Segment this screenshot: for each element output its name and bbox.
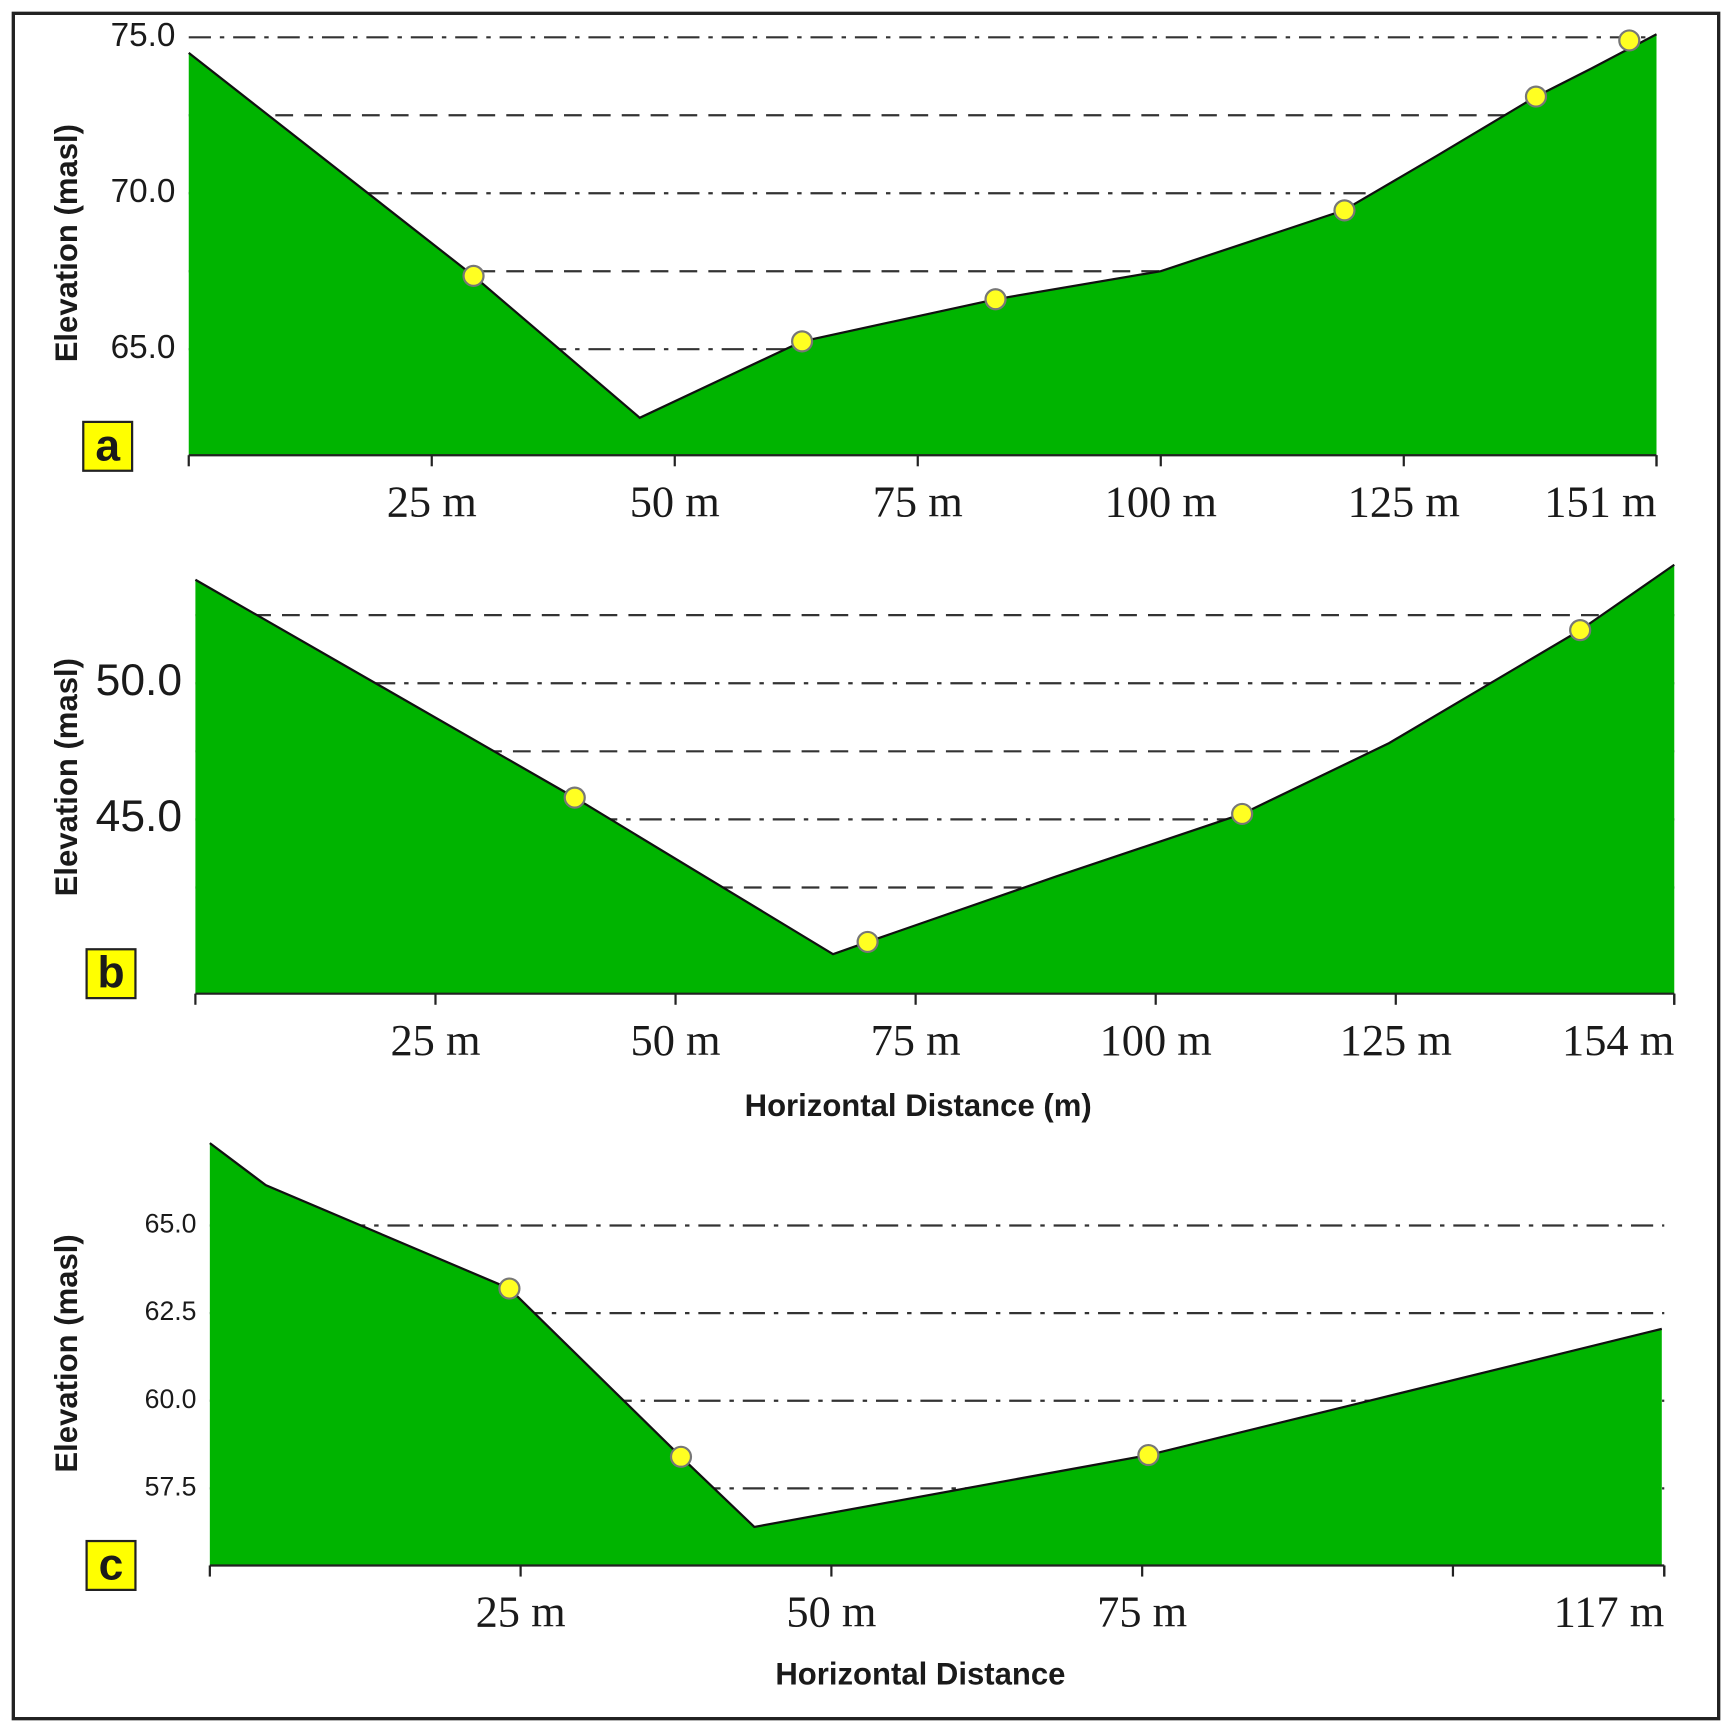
y-tick-label: 50.0 (96, 656, 182, 705)
y-tick-label: 75.0 (111, 17, 176, 54)
survey-point (498, 1277, 521, 1300)
x-tick-label: 50 m (631, 1015, 721, 1065)
survey-point (1231, 802, 1254, 826)
y-tick-label: 45.0 (96, 792, 182, 841)
survey-point (669, 1445, 693, 1468)
y-tick-label: 57.5 (145, 1471, 197, 1501)
survey-point (856, 930, 879, 954)
survey-point (1333, 199, 1356, 222)
x-tick-label: 154 m (1562, 1015, 1674, 1065)
x-tick-label: 75 m (873, 476, 963, 526)
panel-label-box (82, 420, 134, 472)
x-tick-label: 25 m (387, 476, 477, 526)
survey-point (1137, 1443, 1160, 1467)
y-tick-label: 65.0 (145, 1208, 197, 1238)
panel-label: c (99, 1540, 124, 1589)
x-axis-label: Horizontal Distance (m) (745, 1088, 1092, 1123)
panel-label-box (85, 1539, 137, 1591)
y-axis-label: Elevation (masl) (49, 658, 84, 896)
survey-point (1524, 85, 1548, 108)
area-fill (209, 1143, 1662, 1566)
x-tick-label: 117 m (1554, 1587, 1665, 1637)
survey-point (984, 288, 1007, 311)
y-axis-label: Elevation (masl) (49, 124, 84, 362)
y-tick-label: 70.0 (111, 173, 176, 210)
survey-point (1618, 29, 1641, 52)
survey-point (790, 330, 814, 353)
x-tick-label: 75 m (1097, 1587, 1187, 1637)
survey-point (462, 264, 485, 287)
x-tick-label: 125 m (1348, 476, 1460, 526)
x-tick-label: 25 m (390, 1015, 480, 1065)
y-axis-label: Elevation (masl) (49, 1234, 84, 1472)
x-tick-label: 100 m (1100, 1015, 1212, 1065)
y-tick-label: 60.0 (145, 1384, 197, 1414)
x-tick-label: 151 m (1544, 476, 1656, 526)
x-tick-label: 50 m (786, 1587, 876, 1637)
x-tick-label: 50 m (630, 476, 720, 526)
area-fill (188, 34, 1657, 456)
panel-label: b (97, 949, 124, 998)
panel-label: a (95, 421, 120, 470)
profile-line (194, 563, 1675, 956)
y-tick-label: 65.0 (111, 329, 176, 366)
x-axis-label: Horizontal Distance (775, 1657, 1065, 1692)
x-tick-label: 125 m (1340, 1015, 1452, 1065)
x-tick-label: 25 m (476, 1587, 566, 1637)
profile-line (188, 33, 1658, 420)
survey-point (563, 786, 586, 809)
area-fill (195, 564, 1675, 994)
panel-label-box (85, 948, 137, 1000)
y-tick-label: 62.5 (145, 1296, 197, 1326)
survey-point (1569, 619, 1592, 642)
x-tick-label: 75 m (871, 1015, 961, 1065)
x-tick-label: 100 m (1105, 476, 1217, 526)
frame (11, 11, 1721, 1721)
